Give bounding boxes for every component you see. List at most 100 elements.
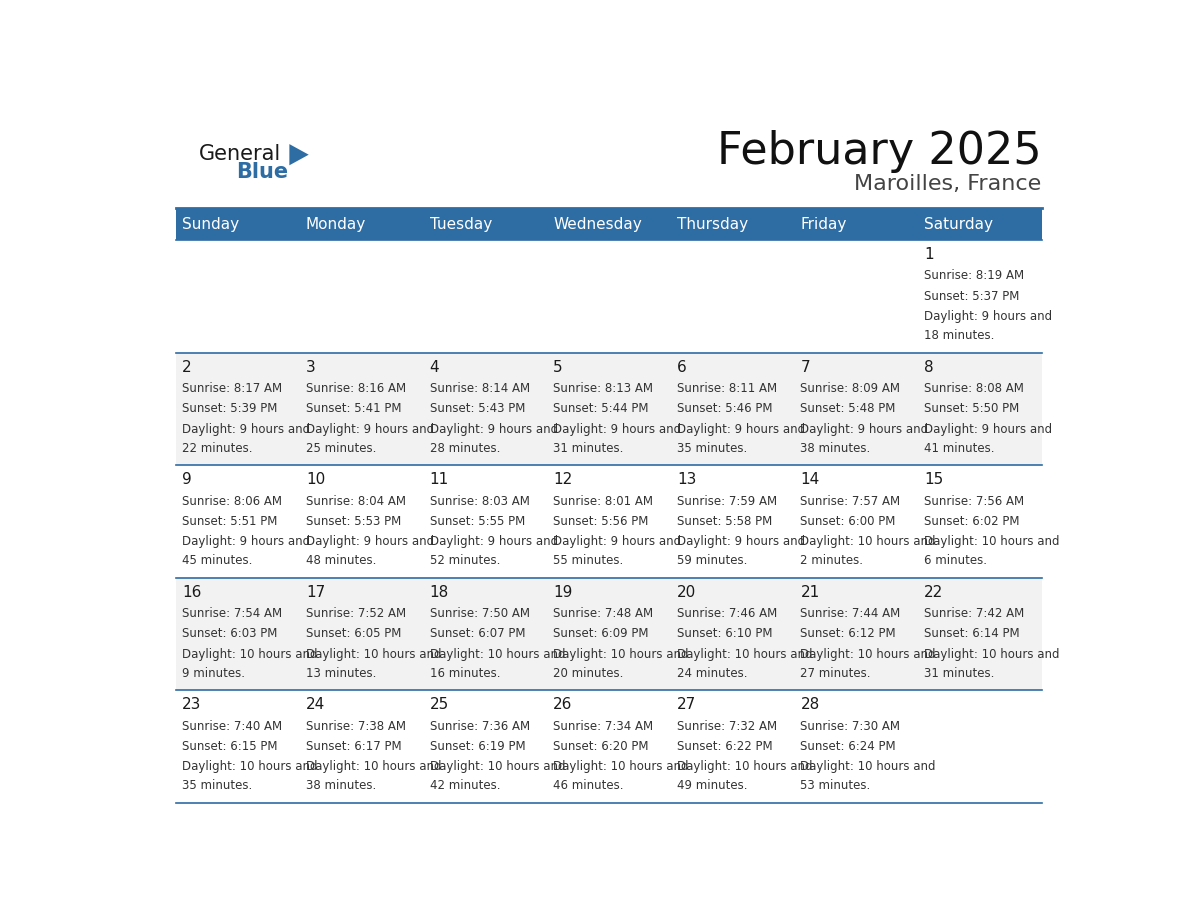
Text: 9 minutes.: 9 minutes. (182, 666, 245, 679)
Bar (795, 353, 918, 465)
Text: Daylight: 10 hours and: Daylight: 10 hours and (554, 647, 689, 661)
Text: Wednesday: Wednesday (554, 218, 642, 232)
Text: Sunrise: 8:06 AM: Sunrise: 8:06 AM (182, 495, 283, 508)
Bar (546, 353, 671, 465)
Bar (176, 209, 299, 241)
Text: Saturday: Saturday (924, 218, 993, 232)
Text: 27: 27 (677, 697, 696, 712)
Text: Monday: Monday (307, 218, 366, 232)
Text: Sunset: 5:44 PM: Sunset: 5:44 PM (554, 402, 649, 415)
Text: Sunset: 5:43 PM: Sunset: 5:43 PM (430, 402, 525, 415)
Bar (423, 241, 546, 353)
Bar (546, 209, 671, 241)
Text: Sunset: 6:14 PM: Sunset: 6:14 PM (924, 627, 1019, 641)
Bar (795, 209, 918, 241)
Bar (423, 690, 546, 803)
Text: 7: 7 (801, 360, 810, 375)
Text: Sunset: 5:46 PM: Sunset: 5:46 PM (677, 402, 772, 415)
Text: Daylight: 9 hours and: Daylight: 9 hours and (924, 422, 1053, 435)
Bar (176, 577, 299, 690)
Text: 10: 10 (307, 472, 326, 487)
Text: Sunrise: 8:14 AM: Sunrise: 8:14 AM (430, 382, 530, 395)
Bar (671, 465, 795, 577)
Bar (546, 577, 671, 690)
Text: Daylight: 9 hours and: Daylight: 9 hours and (307, 422, 434, 435)
Text: 24: 24 (307, 697, 326, 712)
Text: Sunset: 5:37 PM: Sunset: 5:37 PM (924, 290, 1019, 303)
Text: Sunrise: 8:08 AM: Sunrise: 8:08 AM (924, 382, 1024, 395)
Text: Sunset: 5:50 PM: Sunset: 5:50 PM (924, 402, 1019, 415)
Text: Sunrise: 7:57 AM: Sunrise: 7:57 AM (801, 495, 901, 508)
Bar (423, 577, 546, 690)
Text: Daylight: 9 hours and: Daylight: 9 hours and (554, 422, 682, 435)
Text: 45 minutes.: 45 minutes. (182, 554, 253, 567)
Bar (299, 690, 423, 803)
Bar (918, 241, 1042, 353)
Text: February 2025: February 2025 (716, 129, 1042, 173)
Bar (176, 690, 299, 803)
Text: Sunrise: 7:44 AM: Sunrise: 7:44 AM (801, 607, 901, 620)
Text: 4: 4 (430, 360, 440, 375)
Text: Sunset: 5:53 PM: Sunset: 5:53 PM (307, 515, 402, 528)
Text: Tuesday: Tuesday (430, 218, 492, 232)
Text: Sunset: 6:02 PM: Sunset: 6:02 PM (924, 515, 1019, 528)
Bar (671, 209, 795, 241)
Bar (423, 353, 546, 465)
Text: Sunrise: 7:34 AM: Sunrise: 7:34 AM (554, 720, 653, 733)
Text: Daylight: 9 hours and: Daylight: 9 hours and (677, 535, 805, 548)
Text: 28 minutes.: 28 minutes. (430, 442, 500, 454)
Text: Sunset: 6:10 PM: Sunset: 6:10 PM (677, 627, 772, 641)
Bar (918, 353, 1042, 465)
Bar (423, 465, 546, 577)
Text: Sunrise: 7:30 AM: Sunrise: 7:30 AM (801, 720, 901, 733)
Bar (795, 577, 918, 690)
Text: 25: 25 (430, 697, 449, 712)
Text: Sunrise: 7:32 AM: Sunrise: 7:32 AM (677, 720, 777, 733)
Bar (176, 353, 299, 465)
Text: Daylight: 9 hours and: Daylight: 9 hours and (924, 310, 1053, 323)
Text: Daylight: 9 hours and: Daylight: 9 hours and (182, 535, 310, 548)
Text: Sunset: 5:58 PM: Sunset: 5:58 PM (677, 515, 772, 528)
Text: Sunset: 5:51 PM: Sunset: 5:51 PM (182, 515, 278, 528)
Bar (918, 209, 1042, 241)
Text: Sunset: 6:03 PM: Sunset: 6:03 PM (182, 627, 278, 641)
Text: Sunset: 6:22 PM: Sunset: 6:22 PM (677, 740, 772, 753)
Text: Sunday: Sunday (182, 218, 240, 232)
Text: Sunset: 6:20 PM: Sunset: 6:20 PM (554, 740, 649, 753)
Bar (546, 690, 671, 803)
Text: 8: 8 (924, 360, 934, 375)
Text: Daylight: 9 hours and: Daylight: 9 hours and (554, 535, 682, 548)
Text: Sunrise: 7:46 AM: Sunrise: 7:46 AM (677, 607, 777, 620)
Text: General: General (200, 144, 282, 164)
Text: Sunset: 5:56 PM: Sunset: 5:56 PM (554, 515, 649, 528)
Polygon shape (290, 144, 309, 165)
Bar (299, 209, 423, 241)
Bar (299, 577, 423, 690)
Text: 22: 22 (924, 585, 943, 599)
Text: 13: 13 (677, 472, 696, 487)
Text: Sunrise: 8:09 AM: Sunrise: 8:09 AM (801, 382, 901, 395)
Bar (671, 241, 795, 353)
Text: Daylight: 10 hours and: Daylight: 10 hours and (554, 760, 689, 773)
Bar (299, 465, 423, 577)
Text: 59 minutes.: 59 minutes. (677, 554, 747, 567)
Text: Daylight: 10 hours and: Daylight: 10 hours and (182, 647, 318, 661)
Text: 3: 3 (307, 360, 316, 375)
Text: 20: 20 (677, 585, 696, 599)
Text: 13 minutes.: 13 minutes. (307, 666, 377, 679)
Text: 31 minutes.: 31 minutes. (554, 442, 624, 454)
Text: 38 minutes.: 38 minutes. (801, 442, 871, 454)
Text: Daylight: 9 hours and: Daylight: 9 hours and (677, 422, 805, 435)
Text: 22 minutes.: 22 minutes. (182, 442, 253, 454)
Text: 21: 21 (801, 585, 820, 599)
Text: Daylight: 10 hours and: Daylight: 10 hours and (307, 760, 442, 773)
Bar (176, 241, 299, 353)
Bar (299, 353, 423, 465)
Text: 1: 1 (924, 247, 934, 262)
Text: Sunrise: 8:19 AM: Sunrise: 8:19 AM (924, 270, 1024, 283)
Text: Sunset: 5:55 PM: Sunset: 5:55 PM (430, 515, 525, 528)
Text: 35 minutes.: 35 minutes. (677, 442, 747, 454)
Text: 35 minutes.: 35 minutes. (182, 779, 253, 792)
Text: Daylight: 10 hours and: Daylight: 10 hours and (801, 647, 936, 661)
Text: 53 minutes.: 53 minutes. (801, 779, 871, 792)
